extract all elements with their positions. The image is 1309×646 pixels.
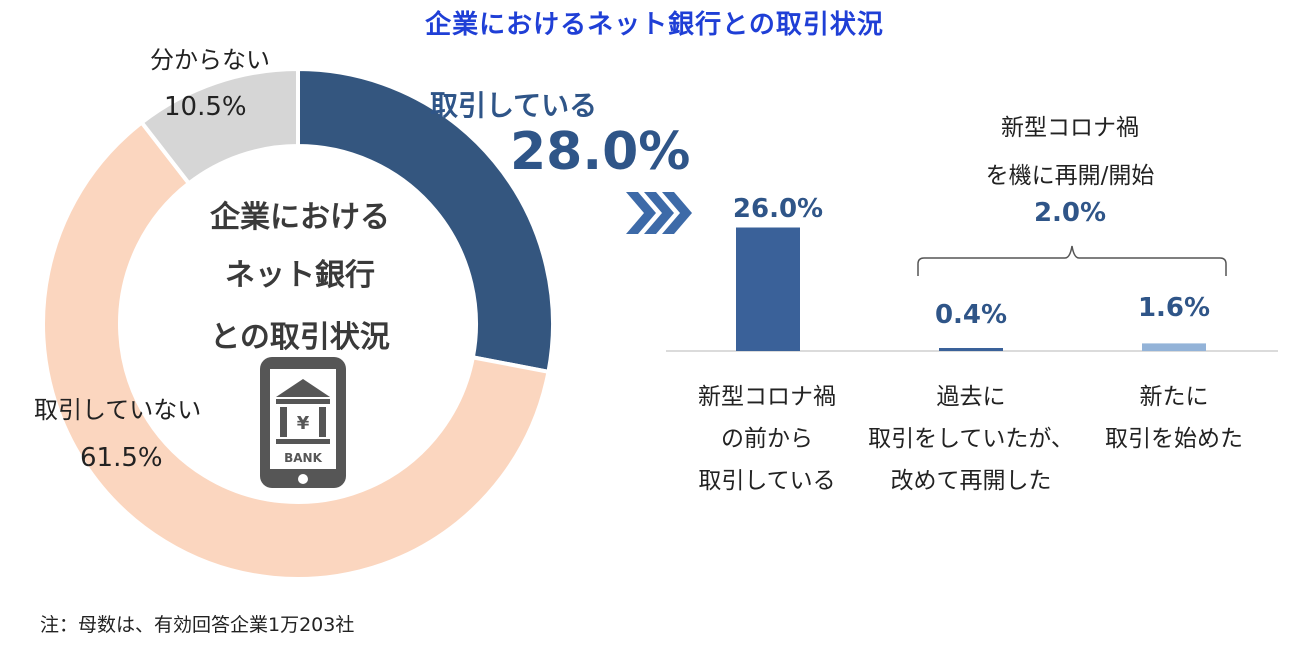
bank-phone-icon: ¥ BANK: [260, 357, 346, 488]
svg-text:BANK: BANK: [284, 451, 322, 465]
bar-value-2: 1.6%: [1137, 293, 1211, 323]
bar-0: [736, 227, 800, 351]
donut-slice-unknown: [138, 66, 300, 187]
slice-label-trading: 取引している: [430, 89, 598, 122]
bracket-value: 2.0%: [1033, 198, 1107, 228]
donut-slice-trading: [296, 66, 555, 375]
bar-1: [939, 348, 1003, 351]
bar-value-1: 0.4%: [934, 300, 1008, 330]
slice-value-not-trading: 61.5%: [80, 443, 163, 473]
chevron-arrows-icon: [626, 192, 692, 234]
bar-2: [1142, 343, 1206, 351]
bar-category-1-line-2: 取引をしていたが、: [868, 426, 1074, 452]
bar-category-2: 新たに 取引を始めた: [1064, 376, 1284, 460]
bar-category-2-line-1: 新たに: [1139, 384, 1209, 410]
slice-label-not-trading: 取引していない: [34, 396, 202, 424]
slice-value-unknown: 10.5%: [164, 92, 247, 122]
slice-value-trading: 28.0%: [510, 122, 691, 182]
donut-slice-not-trading: [41, 119, 551, 581]
center-text-line-2: ネット銀行: [225, 258, 375, 293]
bar-category-0-line-3: 取引している: [698, 468, 836, 494]
bracket-label-line-1: 新型コロナ禍: [1001, 115, 1139, 141]
center-text-line-3: との取引状況: [210, 320, 390, 355]
svg-text:¥: ¥: [297, 413, 310, 434]
bar-category-0: 新型コロナ禍 の前から 取引している: [657, 376, 877, 502]
bar-category-1: 過去に 取引をしていたが、 改めて再開した: [861, 376, 1081, 502]
bracket-label-line-2: を機に再開/開始: [985, 163, 1155, 189]
group-bracket: [917, 245, 1227, 276]
chart-title: 企業におけるネット銀行との取引状況: [425, 10, 884, 40]
bar-value-0: 26.0%: [732, 194, 824, 224]
bar-category-1-line-3: 改めて再開した: [890, 468, 1052, 494]
bar-category-1-line-1: 過去に: [936, 384, 1006, 410]
bar-category-0-line-1: 新型コロナ禍: [698, 384, 836, 410]
bar-category-0-line-2: の前から: [721, 426, 813, 452]
center-text-line-1: 企業における: [210, 200, 390, 235]
bracket-label: 新型コロナ禍 を機に再開/開始: [925, 104, 1215, 200]
slice-label-unknown: 分からない: [150, 46, 270, 74]
footnote: 注：母数は、有効回答企業1万203社: [40, 614, 355, 636]
bar-category-2-line-2: 取引を始めた: [1105, 426, 1243, 452]
